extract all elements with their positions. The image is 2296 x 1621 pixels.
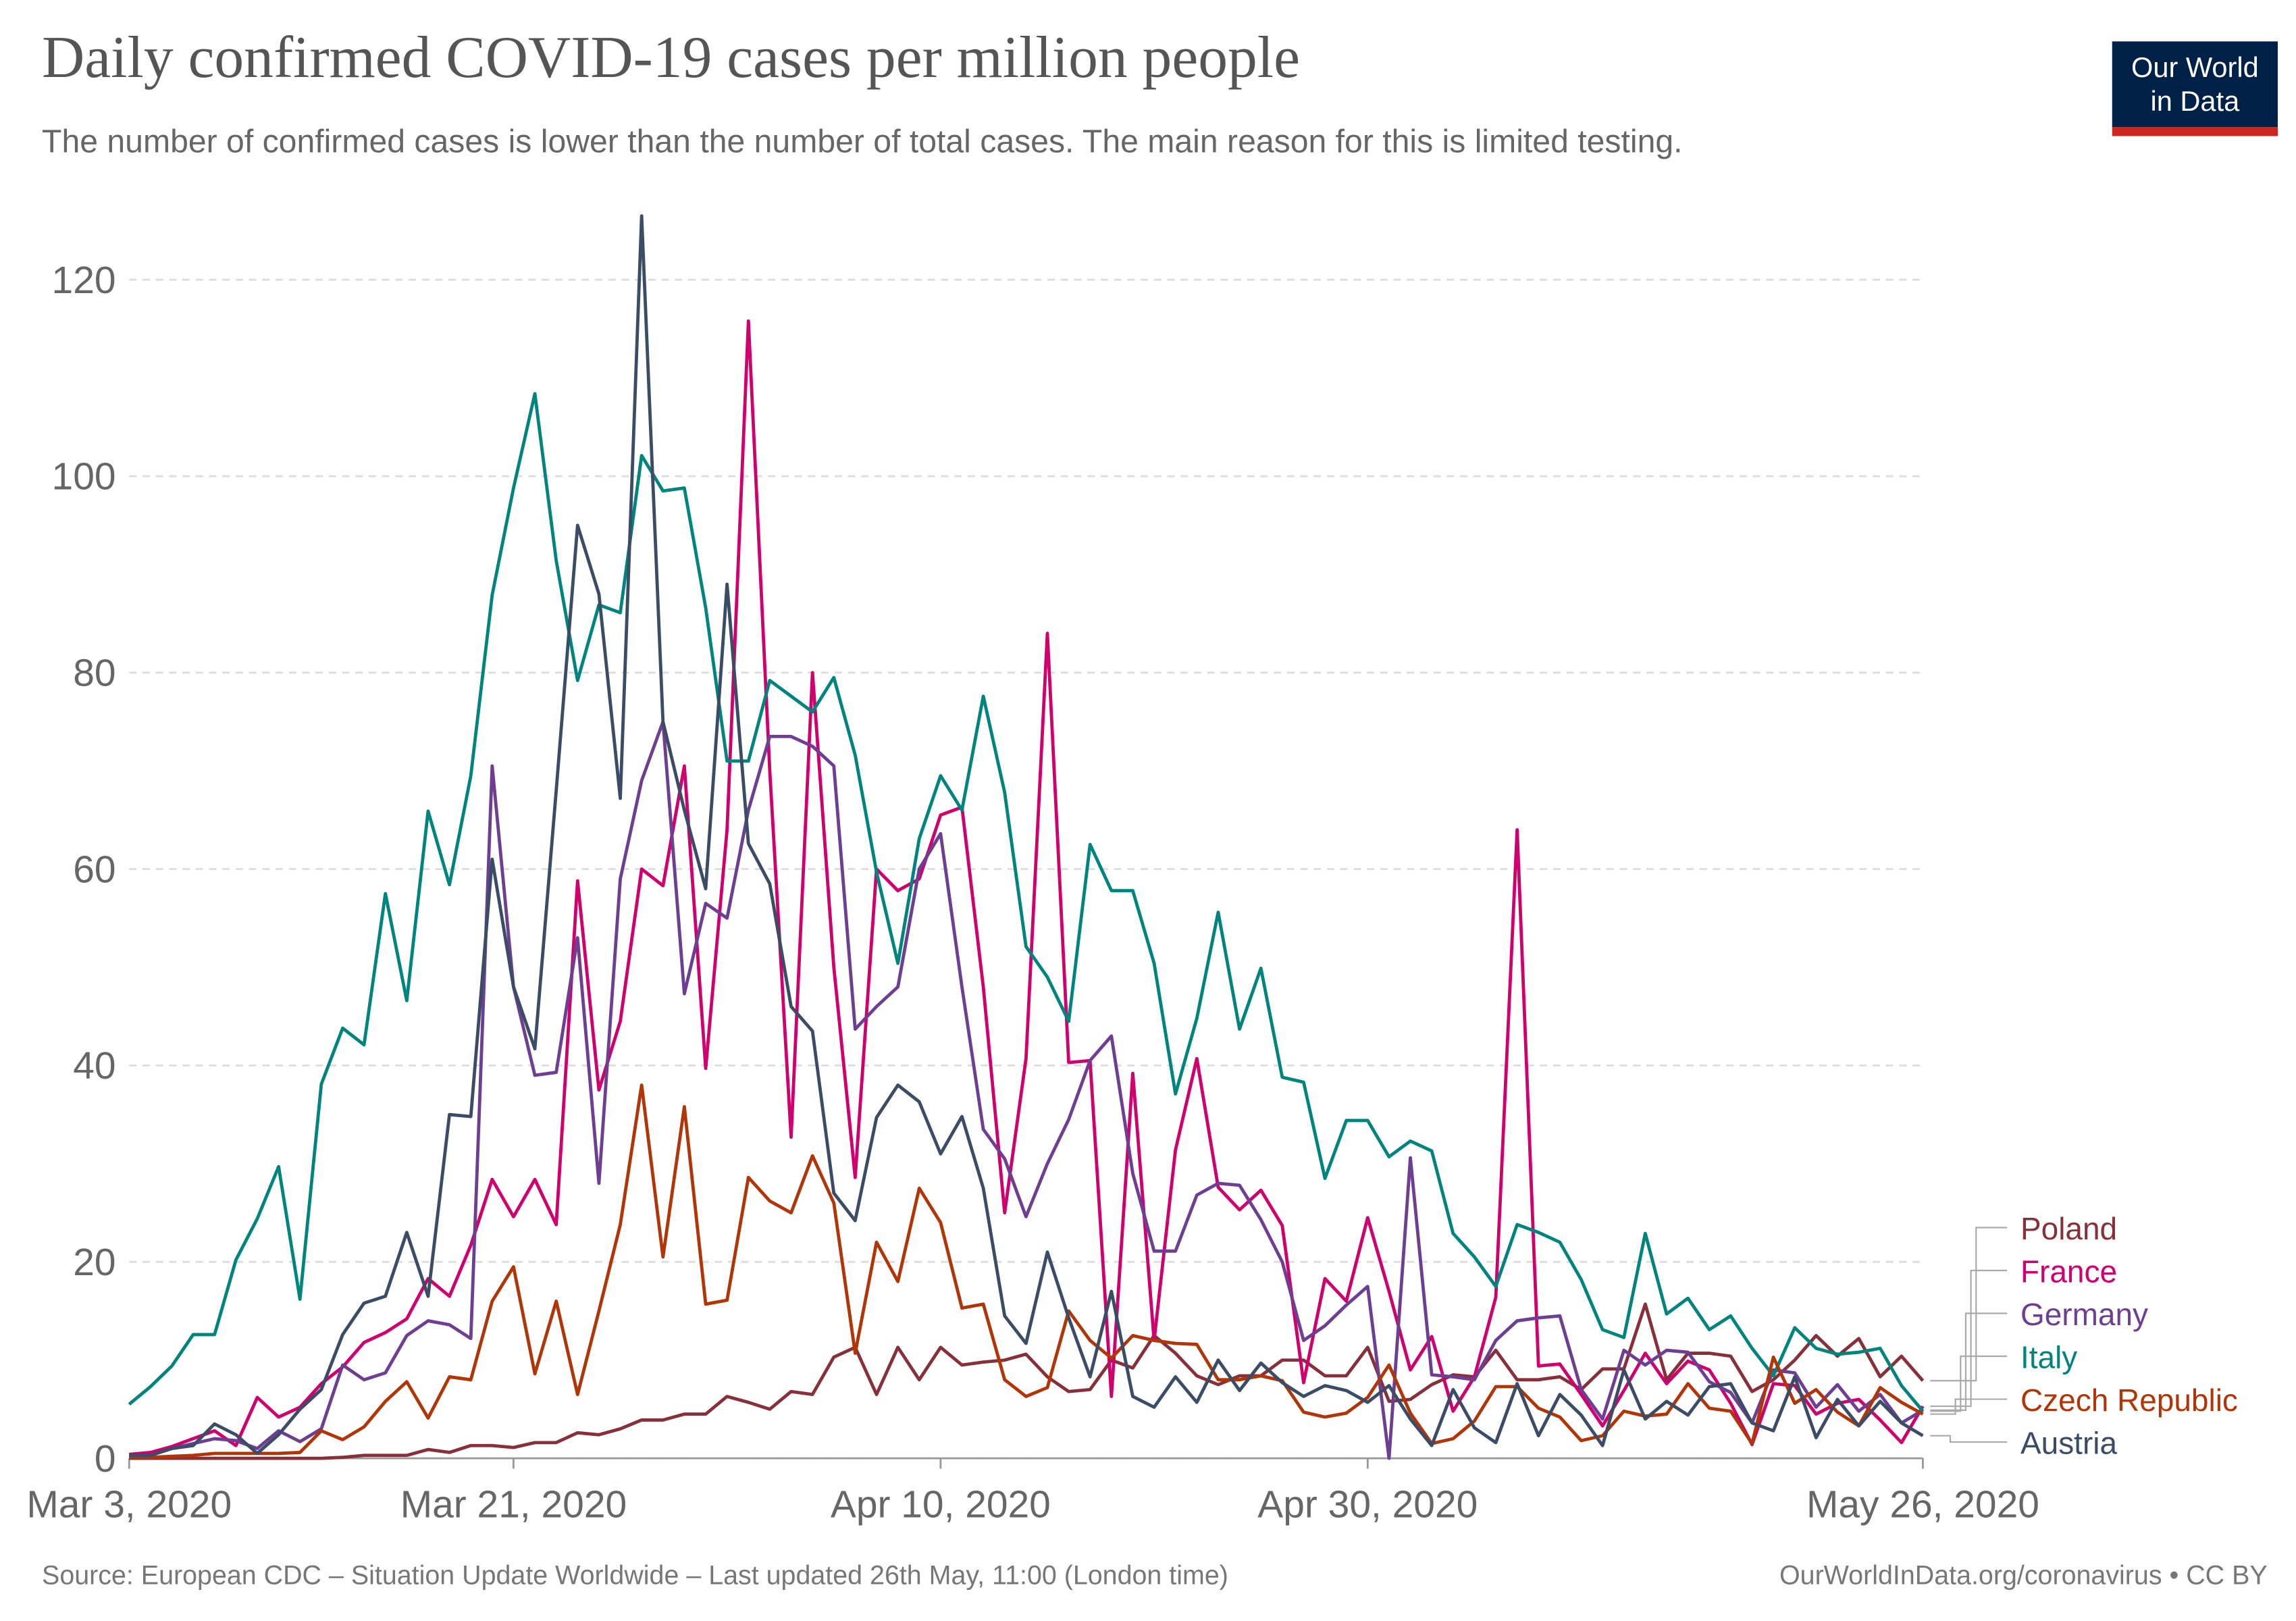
x-tick-label: Mar 21, 2020	[400, 1483, 627, 1526]
series-line	[128, 392, 1925, 1412]
y-tick-label: 80	[73, 652, 115, 695]
x-tick-label: Apr 30, 2020	[1257, 1483, 1478, 1526]
logo-text: in Data	[2150, 85, 2240, 117]
legend-label: Poland	[2020, 1211, 2117, 1246]
y-tick-label: 20	[73, 1241, 115, 1284]
y-tick-label: 120	[52, 259, 116, 302]
logo-box	[2112, 41, 2278, 128]
legend-connector	[1930, 1312, 2008, 1411]
legend-connector	[1930, 1435, 2008, 1443]
chart-subtitle: The number of confirmed cases is lower t…	[42, 124, 1682, 160]
x-tick-label: May 26, 2020	[1806, 1483, 2039, 1526]
logo-bar	[2112, 127, 2278, 136]
legend-connector	[1930, 1398, 2008, 1415]
legend-label: Italy	[2020, 1340, 2077, 1375]
logo: Our World in Data	[2112, 41, 2278, 136]
y-tick-label: 40	[73, 1044, 115, 1087]
credit: OurWorldInData.org/coronavirus • CC BY	[1779, 1560, 2268, 1590]
series-line	[129, 1302, 1925, 1460]
y-tick-label: 100	[52, 455, 116, 498]
series-line	[129, 214, 1924, 1458]
legend-label: Germany	[2020, 1297, 2148, 1332]
source: Source: European CDC – Situation Update …	[42, 1560, 1228, 1590]
legend-connector	[1930, 1227, 2008, 1382]
legend-connector	[1930, 1355, 2008, 1412]
legend-label: Austria	[2020, 1426, 2118, 1461]
series-line	[129, 1083, 1924, 1460]
legend-connector	[1930, 1269, 2008, 1408]
x-tick-label: Apr 10, 2020	[831, 1483, 1051, 1526]
legend-label: France	[2020, 1254, 2117, 1289]
legend-label: Czech Republic	[2020, 1383, 2238, 1418]
y-tick-label: 60	[73, 848, 115, 891]
chart-title: Daily confirmed COVID-19 cases per milli…	[42, 24, 1300, 90]
logo-text: Our World	[2131, 51, 2259, 83]
y-tick-label: 0	[95, 1437, 116, 1481]
series-line	[129, 319, 1925, 1456]
x-tick-label: Mar 3, 2020	[26, 1483, 232, 1526]
series-line	[129, 720, 1924, 1460]
